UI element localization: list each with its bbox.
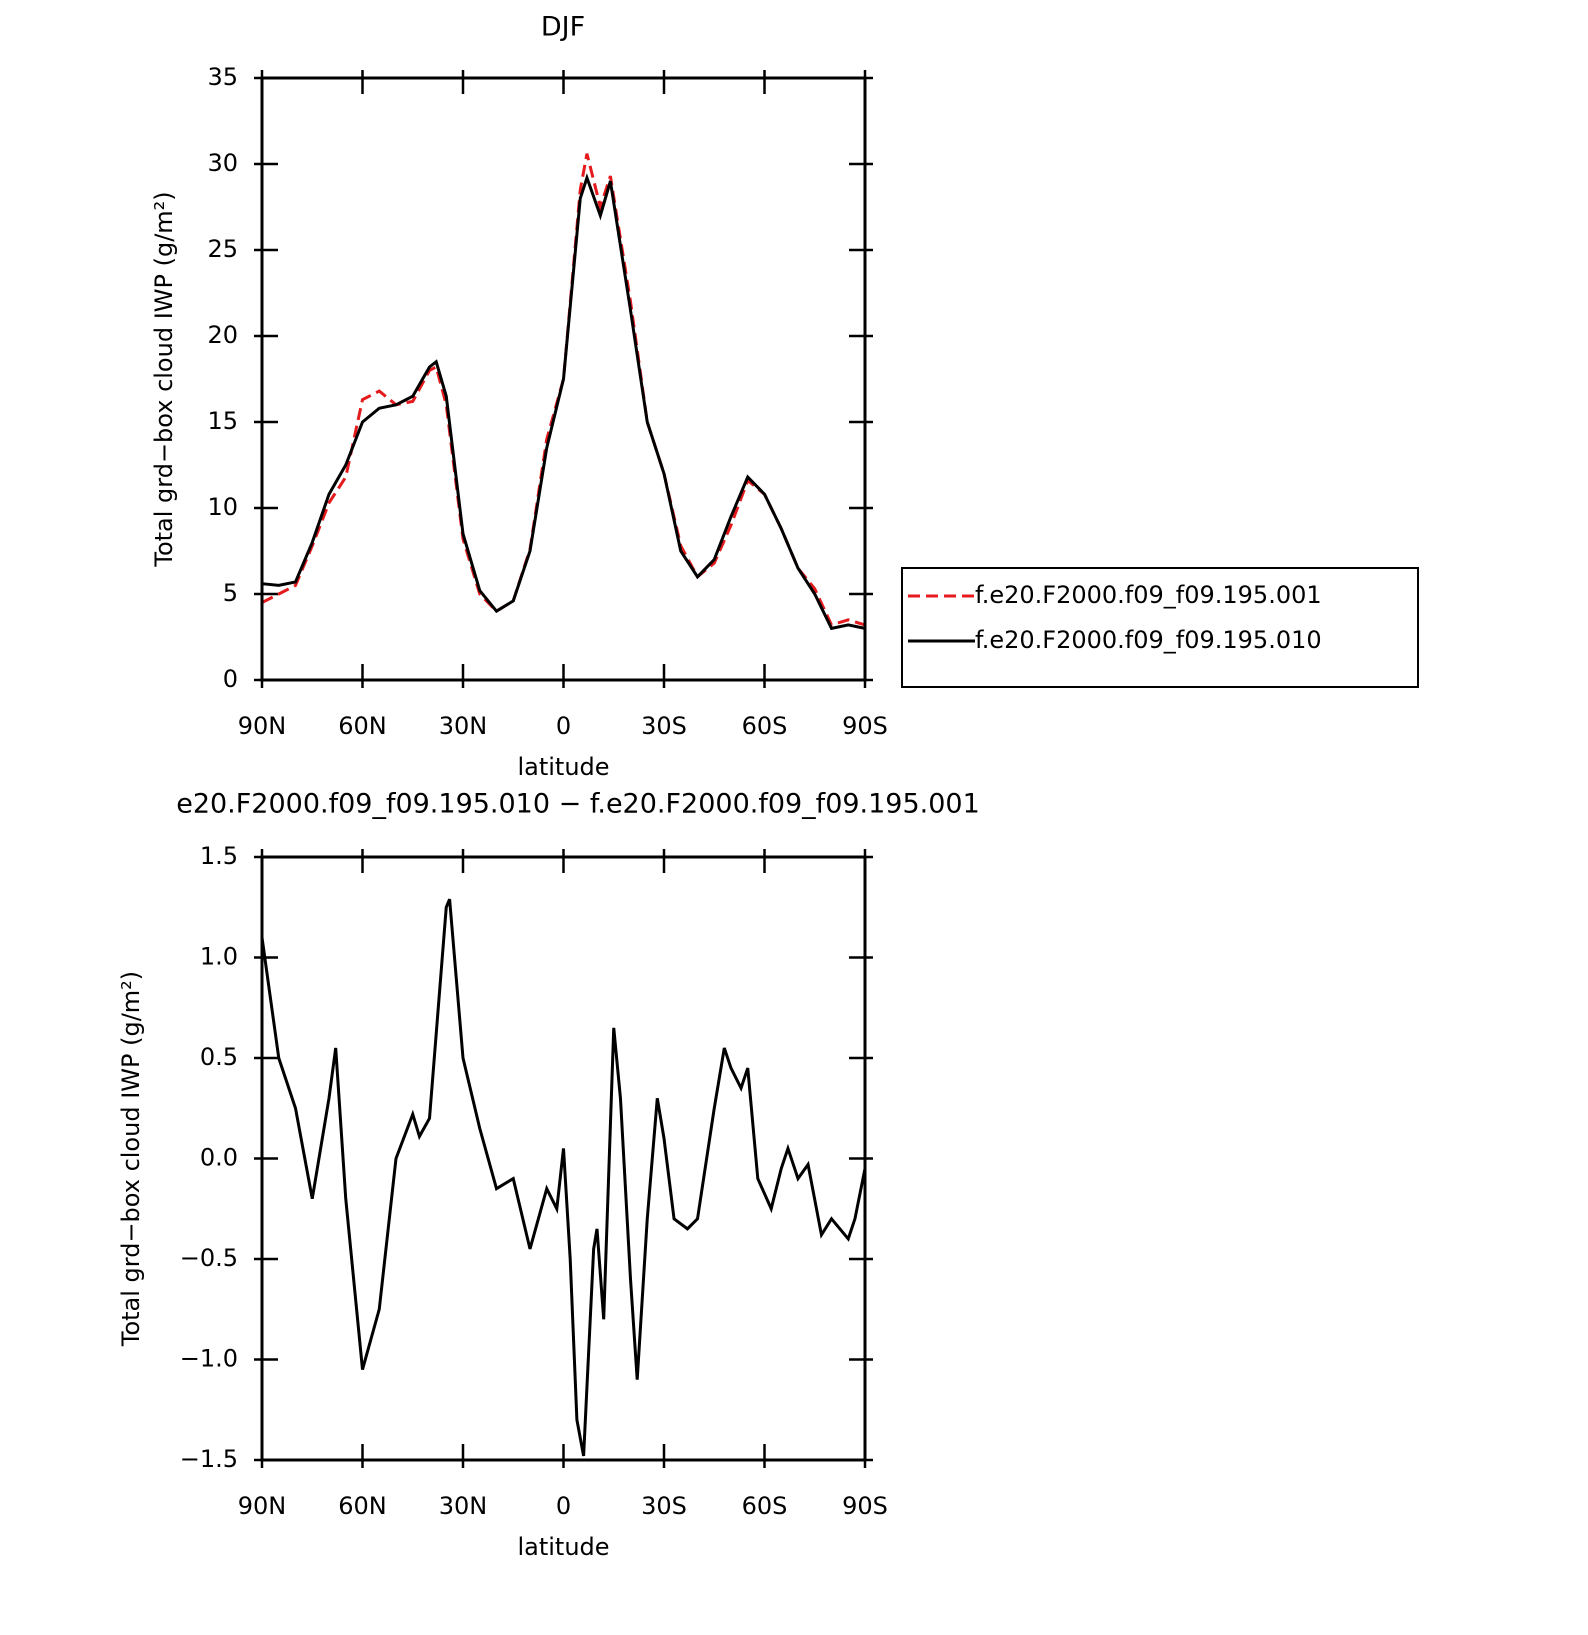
- x-tick-label: 30S: [641, 1492, 687, 1520]
- plot-frame: [260, 76, 867, 682]
- x-tick-label: 60S: [742, 1492, 788, 1520]
- legend-label: f.e20.F2000.f09_f09.195.001: [975, 581, 1322, 609]
- chart-title: e20.F2000.f09_f09.195.010 − f.e20.F2000.…: [176, 789, 980, 820]
- x-tick-label: 30N: [439, 1492, 488, 1520]
- x-tick-label: 0: [556, 1492, 571, 1520]
- x-tick-label: 0: [556, 712, 571, 740]
- y-tick-label: 1.0: [200, 943, 238, 971]
- y-tick-label: 15: [207, 407, 238, 435]
- y-tick-label: −1.0: [180, 1345, 238, 1373]
- y-axis-label: Total grd−box cloud IWP (g/m²): [117, 971, 145, 1347]
- y-axis-label: Total grd−box cloud IWP (g/m²): [150, 191, 178, 567]
- y-tick-label: 0: [223, 665, 238, 693]
- data-line: [261, 153, 866, 627]
- x-tick-label: 60N: [338, 1492, 387, 1520]
- plot-frame: [260, 855, 867, 1462]
- x-axis-label: latitude: [517, 1533, 609, 1561]
- x-tick-label: 30S: [641, 712, 687, 740]
- x-axis-label: latitude: [517, 753, 609, 781]
- y-tick-label: −1.5: [180, 1445, 238, 1473]
- y-tick-label: 0.0: [200, 1144, 238, 1172]
- y-tick-label: 0.5: [200, 1043, 238, 1071]
- data-line: [260, 898, 867, 1457]
- y-tick-label: −0.5: [180, 1244, 238, 1272]
- x-tick-label: 60S: [742, 712, 788, 740]
- y-tick-label: 35: [207, 63, 238, 91]
- x-tick-label: 30N: [439, 712, 488, 740]
- y-tick-label: 1.5: [200, 842, 238, 870]
- x-tick-label: 90N: [238, 712, 287, 740]
- y-tick-label: 10: [207, 493, 238, 521]
- y-tick-label: 20: [207, 321, 238, 349]
- y-tick-label: 25: [207, 235, 238, 263]
- x-tick-label: 60N: [338, 712, 387, 740]
- legend-box: [901, 567, 1419, 688]
- x-tick-label: 90N: [238, 1492, 287, 1520]
- chart-title: DJF: [541, 12, 585, 43]
- x-tick-label: 90S: [842, 712, 888, 740]
- y-tick-label: 5: [223, 579, 238, 607]
- data-line: [261, 173, 866, 631]
- legend-label: f.e20.F2000.f09_f09.195.010: [975, 626, 1322, 654]
- y-tick-label: 30: [207, 149, 238, 177]
- x-tick-label: 90S: [842, 1492, 888, 1520]
